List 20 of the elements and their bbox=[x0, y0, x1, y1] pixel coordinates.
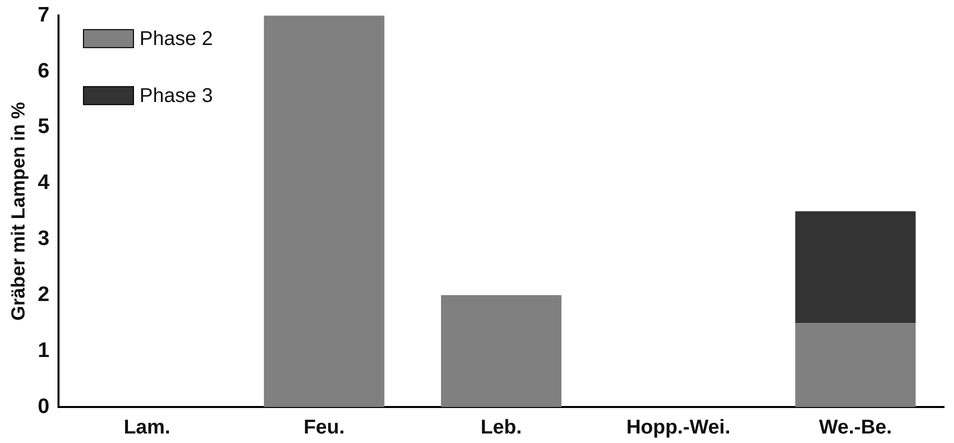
y-axis-title: Gräber mit Lampen in % bbox=[8, 102, 30, 321]
y-tick-label: 1 bbox=[38, 338, 50, 362]
y-tick-label: 4 bbox=[38, 171, 50, 194]
bar bbox=[795, 323, 916, 407]
x-tick-label: Feu. bbox=[304, 416, 345, 439]
bar bbox=[264, 16, 384, 407]
y-tick-label: 6 bbox=[38, 59, 50, 82]
y-tick-label: 2 bbox=[38, 282, 50, 306]
x-tick-label: We.-Be. bbox=[818, 416, 892, 439]
y-tick-label: 5 bbox=[38, 115, 50, 138]
bar bbox=[441, 295, 562, 407]
y-tick-label: 0 bbox=[38, 394, 50, 418]
x-tick-label: Lam. bbox=[124, 416, 170, 439]
y-tick-label: 7 bbox=[38, 3, 50, 26]
y-tick-label: 3 bbox=[38, 227, 50, 250]
bar bbox=[795, 211, 916, 324]
x-tick-label: Hopp.-Wei. bbox=[626, 416, 730, 439]
legend-label: Phase 2 bbox=[139, 28, 213, 50]
x-tick-label: Leb. bbox=[480, 416, 522, 439]
legend-label: Phase 3 bbox=[139, 85, 213, 108]
